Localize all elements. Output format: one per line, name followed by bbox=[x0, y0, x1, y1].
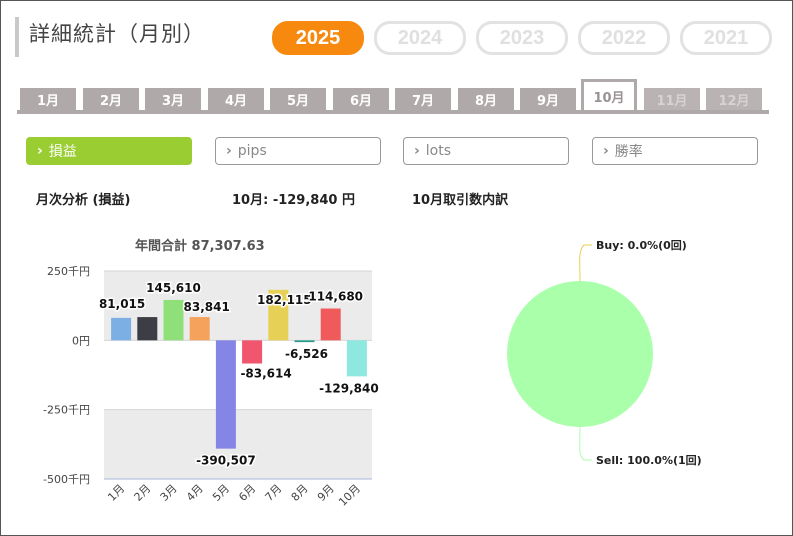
y-tick-label: -250千円 bbox=[43, 404, 90, 417]
bar-value-label: 81,015 bbox=[99, 297, 145, 311]
bar-5月[interactable] bbox=[215, 340, 236, 449]
year-button-2022[interactable]: 2022 bbox=[578, 21, 670, 55]
tab-month-1[interactable]: 1月 bbox=[20, 88, 76, 110]
breakdown-label: 10月取引数内訳 bbox=[412, 193, 509, 208]
metric-label: pips bbox=[237, 143, 267, 159]
grid-band bbox=[104, 409, 372, 479]
bar-9月[interactable] bbox=[320, 308, 341, 341]
bar-10月[interactable] bbox=[346, 340, 367, 377]
metric-label: 損益 bbox=[48, 144, 77, 160]
bar-value-label: 83,841 bbox=[184, 300, 230, 314]
bar-3月[interactable] bbox=[163, 299, 184, 341]
x-tick-label: 8月 bbox=[289, 482, 311, 504]
tab-month-6[interactable]: 6月 bbox=[333, 88, 389, 110]
metric-label: 勝率 bbox=[614, 144, 643, 160]
bar-4月[interactable] bbox=[189, 317, 210, 341]
bar-value-label: -390,507 bbox=[196, 454, 256, 468]
page-title: 詳細統計（月別） bbox=[29, 22, 205, 46]
bar-6月[interactable] bbox=[242, 340, 263, 364]
x-tick-label: 4月 bbox=[184, 482, 206, 504]
metric-button-profit[interactable]: › 損益 bbox=[26, 137, 192, 165]
chevron-right-icon: › bbox=[414, 143, 420, 159]
tab-month-8[interactable]: 8月 bbox=[458, 88, 514, 110]
chevron-right-icon: › bbox=[37, 143, 43, 159]
bar-value-label: 145,610 bbox=[146, 281, 201, 295]
bar-value-label: 114,680 bbox=[308, 290, 363, 304]
x-tick-label: 7月 bbox=[263, 482, 285, 504]
x-tick-label: 2月 bbox=[132, 482, 154, 504]
pie-label-buy: Buy: 0.0%(0回) bbox=[596, 238, 687, 252]
bar-value-label: -6,526 bbox=[285, 347, 328, 361]
month-tabs-baseline bbox=[17, 110, 769, 114]
tab-month-7[interactable]: 7月 bbox=[395, 88, 451, 110]
x-tick-label: 6月 bbox=[236, 482, 258, 504]
buy-connector bbox=[579, 244, 592, 282]
tab-month-12[interactable]: 12月 bbox=[706, 88, 762, 110]
year-button-2024[interactable]: 2024 bbox=[374, 21, 466, 55]
bar-2月[interactable] bbox=[137, 317, 158, 341]
year-button-2021[interactable]: 2021 bbox=[680, 21, 772, 55]
bar-value-label: -129,840 bbox=[319, 381, 379, 395]
bar-value-label: -83,614 bbox=[240, 367, 291, 381]
title-accent-bar bbox=[15, 17, 19, 57]
tab-month-10[interactable]: 10月 bbox=[581, 79, 637, 110]
bar-7月[interactable] bbox=[268, 289, 289, 341]
tab-month-2[interactable]: 2月 bbox=[83, 88, 139, 110]
x-tick-label: 3月 bbox=[158, 482, 180, 504]
analysis-label: 月次分析 (損益) bbox=[36, 193, 131, 208]
month-tabs: 1月 2月 3月 4月 5月 6月 7月 8月 9月 10月 11月 12月 bbox=[17, 79, 769, 114]
metric-button-lots[interactable]: › lots bbox=[403, 137, 569, 165]
metric-button-pips[interactable]: › pips bbox=[215, 137, 381, 165]
chevron-right-icon: › bbox=[603, 143, 609, 159]
sell-connector bbox=[579, 426, 592, 461]
tab-month-3[interactable]: 3月 bbox=[145, 88, 201, 110]
year-button-2025[interactable]: 2025 bbox=[272, 21, 364, 55]
bar-8月[interactable] bbox=[294, 340, 315, 343]
chevron-right-icon: › bbox=[226, 143, 232, 159]
x-tick-label: 5月 bbox=[210, 482, 232, 504]
x-tick-label: 9月 bbox=[315, 482, 337, 504]
pie-label-sell: Sell: 100.0%(1回) bbox=[596, 453, 702, 467]
bar-1月[interactable] bbox=[111, 317, 132, 341]
annual-total: 年間合計 87,307.63 bbox=[135, 239, 265, 254]
tab-month-5[interactable]: 5月 bbox=[270, 88, 326, 110]
x-tick-label: 1月 bbox=[105, 482, 127, 504]
bar-value-label: 182,115 bbox=[257, 293, 312, 307]
y-tick-label: 250千円 bbox=[47, 265, 90, 278]
metric-button-winrate[interactable]: › 勝率 bbox=[592, 137, 758, 165]
pie-slice-sell[interactable] bbox=[507, 281, 653, 427]
month-result: 10月: -129,840 円 bbox=[232, 193, 355, 208]
y-tick-label: 0円 bbox=[72, 334, 90, 347]
tab-month-9[interactable]: 9月 bbox=[520, 88, 576, 110]
tab-month-11[interactable]: 11月 bbox=[644, 88, 700, 110]
x-tick-label: 10月 bbox=[336, 482, 363, 509]
year-button-2023[interactable]: 2023 bbox=[476, 21, 568, 55]
y-tick-label: -500千円 bbox=[43, 473, 90, 486]
metric-label: lots bbox=[425, 143, 452, 159]
monthly-profit-bar-chart: 250千円 0円 -250千円 -500千円 81,015 1月 2月 145,610 3月 83… bbox=[43, 265, 380, 509]
tab-month-4[interactable]: 4月 bbox=[208, 88, 264, 110]
trade-breakdown-pie-chart: Buy: 0.0%(0回) Sell: 100.0%(1回) bbox=[507, 238, 702, 467]
